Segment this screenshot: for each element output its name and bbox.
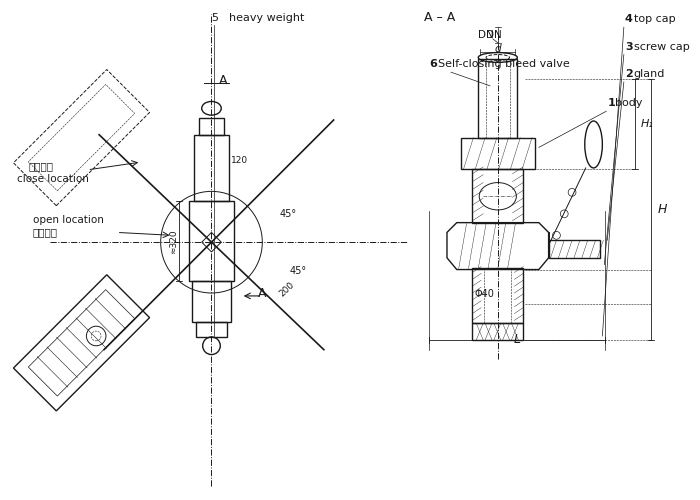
Text: 1: 1	[607, 98, 615, 108]
Text: H: H	[658, 204, 667, 216]
Text: 关闭位置: 关闭位置	[29, 161, 54, 171]
Text: Φ40: Φ40	[475, 289, 494, 299]
Text: gland: gland	[634, 69, 665, 79]
Text: DN: DN	[486, 30, 502, 40]
Text: 45°: 45°	[290, 266, 307, 276]
Text: 6: 6	[429, 60, 438, 70]
Text: A: A	[258, 288, 267, 300]
Text: screw cap: screw cap	[634, 42, 690, 51]
Text: DN: DN	[478, 30, 494, 40]
Text: body: body	[615, 98, 643, 108]
Text: top cap: top cap	[634, 14, 676, 24]
Text: 200: 200	[278, 280, 297, 298]
Text: open location: open location	[33, 214, 104, 224]
Text: A – A: A – A	[424, 12, 455, 24]
Text: close location: close location	[17, 174, 89, 184]
Text: d: d	[494, 44, 501, 54]
Text: 打开位置: 打开位置	[33, 228, 57, 237]
Text: 120: 120	[231, 156, 248, 164]
Text: H₁: H₁	[640, 119, 653, 129]
Text: 3: 3	[625, 42, 633, 51]
Text: Self-closing bleed valve: Self-closing bleed valve	[438, 60, 570, 70]
Text: A: A	[219, 74, 228, 88]
Text: 2: 2	[625, 69, 633, 79]
Text: heavy weight: heavy weight	[229, 14, 304, 24]
Text: 5: 5	[211, 14, 218, 24]
Text: L: L	[514, 333, 521, 346]
Text: ≈320: ≈320	[169, 229, 178, 254]
Text: 4: 4	[625, 14, 633, 24]
Text: 45°: 45°	[280, 209, 297, 219]
